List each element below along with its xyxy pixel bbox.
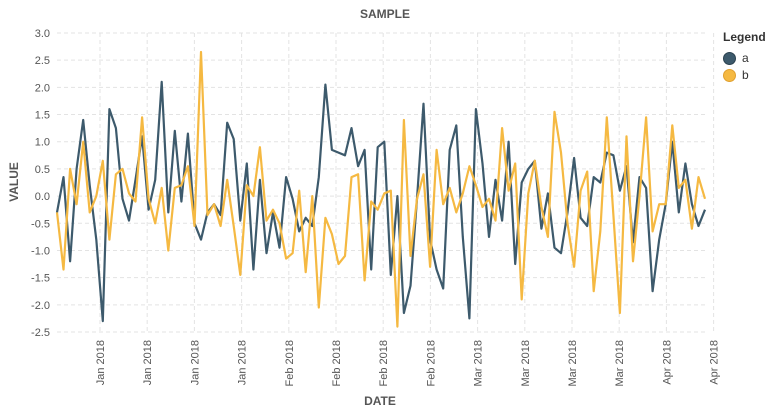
y-tick-label: 0.0 — [35, 191, 50, 203]
series-line-a — [55, 80, 707, 323]
x-tick-label: Feb 2018 — [378, 340, 390, 386]
legend-label-a: a — [742, 51, 749, 65]
y-tick-label: -2.5 — [31, 327, 50, 339]
y-axis-label: VALUE — [7, 162, 21, 202]
y-tick-label: -1.5 — [31, 273, 50, 285]
legend-swatch-b — [723, 68, 736, 82]
x-tick-label: Feb 2018 — [284, 340, 296, 386]
x-tick-label: Mar 2018 — [567, 340, 579, 386]
x-tick-label: Feb 2018 — [425, 340, 437, 386]
y-tick-label: 1.0 — [35, 137, 50, 149]
legend-swatch-a — [723, 51, 736, 65]
y-tick-label: -1.0 — [31, 245, 50, 257]
x-tick-label: Jan 2018 — [95, 340, 107, 385]
y-tick-label: 2.5 — [35, 55, 50, 67]
x-tick-label: Jan 2018 — [189, 340, 201, 385]
legend-label-b: b — [742, 68, 749, 82]
x-tick-label: Jan 2018 — [142, 340, 154, 385]
x-tick-label: Mar 2018 — [614, 340, 626, 386]
x-tick-label: Mar 2018 — [473, 340, 485, 386]
legend-title: Legend — [723, 30, 766, 44]
series-line-b — [55, 50, 707, 328]
y-tick-label: 0.5 — [35, 164, 50, 176]
x-tick-label: Apr 2018 — [709, 340, 721, 385]
x-tick-label: Mar 2018 — [520, 340, 532, 386]
x-tick-label: Apr 2018 — [661, 340, 673, 385]
legend: Legend a b — [723, 30, 766, 84]
chart-title: SAMPLE — [360, 7, 410, 21]
y-tick-label: 1.5 — [35, 110, 50, 122]
y-tick-label: 2.0 — [35, 82, 50, 94]
y-tick-label: 3.0 — [35, 28, 50, 40]
y-tick-label: -0.5 — [31, 218, 50, 230]
x-tick-label: Feb 2018 — [331, 340, 343, 386]
legend-item-a: a — [723, 50, 766, 66]
y-tick-label: -2.0 — [31, 300, 50, 312]
x-tick-label: Jan 2018 — [237, 340, 249, 385]
x-axis-label: DATE — [364, 394, 396, 408]
legend-item-b: b — [723, 67, 766, 83]
